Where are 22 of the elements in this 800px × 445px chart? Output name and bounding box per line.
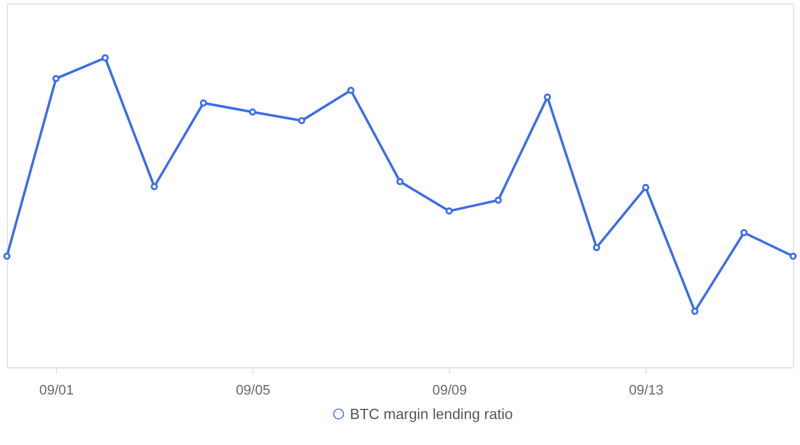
point — [642, 184, 650, 192]
point — [494, 196, 502, 204]
point — [248, 108, 256, 116]
point — [544, 94, 552, 101]
point — [790, 252, 797, 260]
x-tick-label: 09/05 — [236, 382, 271, 398]
point — [347, 86, 354, 94]
legend-label: BTC margin lending ratio — [350, 406, 513, 423]
x-tick-label: 09/09 — [432, 382, 467, 398]
point — [298, 117, 306, 124]
point — [200, 99, 208, 107]
point — [396, 178, 404, 186]
point — [150, 182, 158, 190]
point — [3, 252, 10, 260]
point — [592, 244, 600, 252]
point — [102, 54, 109, 62]
point — [52, 74, 60, 82]
point — [446, 207, 453, 215]
point — [691, 308, 698, 315]
x-tick-label: 09/13 — [628, 382, 664, 398]
x-tick-label: 09/01 — [39, 382, 74, 398]
point — [740, 229, 748, 236]
